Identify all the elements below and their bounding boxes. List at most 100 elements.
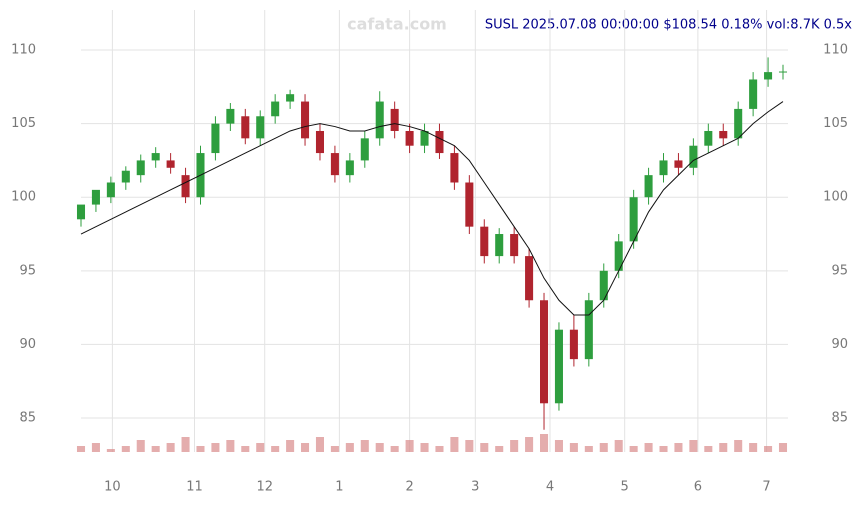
volume-bar [480,443,489,452]
volume-bar [584,446,593,452]
y-tick-label: 105 [823,116,848,131]
volume-bar [405,440,414,452]
candle-body [689,145,698,168]
candle-body [136,160,145,176]
candle-body [539,300,549,404]
candle-body [91,189,100,205]
volume-bar [689,440,698,452]
y-tick-label: 100 [823,190,848,205]
x-tick-label: 10 [104,480,121,495]
x-tick-label: 3 [471,480,479,495]
candle-body [674,160,683,168]
y-tick-label: 85 [831,411,848,426]
volume-bar [539,434,549,452]
volume-bar [330,446,339,452]
candle-body [614,241,623,271]
volume-bar [764,446,773,452]
candle-body [301,101,310,139]
candle-body [525,256,534,301]
volume-bar [390,446,399,452]
candle-body [375,101,384,139]
y-tick-label: 105 [11,116,36,131]
volume-bar [76,446,86,452]
candle-body [345,160,354,176]
candle-body [734,108,743,139]
y-tick-label: 90 [19,337,36,352]
candle-body [599,270,608,301]
volume-bar [778,443,788,452]
moving-average [80,101,784,316]
volume-bar [420,443,429,452]
volume-bar [659,446,668,452]
candle-body [181,175,190,198]
watermark: cafata.com [347,15,447,34]
candle-body [315,130,325,154]
candle-body [749,79,758,109]
chart-title: SUSL 2025.07.08 00:00:00 $108.54 0.18% v… [485,18,852,33]
x-tick-label: 11 [186,480,203,495]
candle-body [554,329,563,404]
candle-body [644,175,653,198]
x-tick-label: 12 [256,480,273,495]
candle-body [226,108,235,124]
volume-bar [375,443,384,452]
volume-bar [286,440,295,452]
volume-bar [629,446,638,452]
candle-body [435,130,444,154]
candle-body [719,130,728,139]
volume-bar [510,440,519,452]
volume-bar [196,446,205,452]
volume-bar [151,446,160,452]
x-tick-label: 5 [621,480,629,495]
volume-bar [495,446,504,452]
candle-body [211,123,220,154]
volume-bar [360,440,369,452]
volume-bar [569,443,578,452]
volume-bar [121,446,130,452]
candle-body [106,182,115,198]
candle-body [584,300,593,360]
y-tick-label: 100 [11,190,36,205]
candle-body [360,138,369,161]
candle-body [271,101,280,117]
candle-body [465,182,474,227]
volume-bar [315,437,325,452]
y-tick-label: 95 [831,263,848,278]
candle-body [480,226,489,257]
candle-body [121,170,130,183]
volume-bar [136,440,145,452]
candle-body [450,153,459,183]
volume-bar [599,443,608,452]
volume-bar [256,443,265,452]
x-tick-label: 1 [335,480,343,495]
volume-bar [734,440,743,452]
y-tick-label: 95 [19,263,36,278]
candle-body [495,234,504,257]
y-tick-label: 110 [11,43,36,58]
candle-body [569,329,578,360]
volume-bar [704,446,713,452]
candle-body [704,130,713,146]
x-tick-label: 6 [694,480,702,495]
candle-body [420,130,429,146]
volume-bar [91,443,100,452]
volume-bar [525,437,534,452]
candle-body [629,197,638,242]
volume-bar [271,446,280,452]
candle-body [166,160,175,168]
y-tick-label: 110 [823,43,848,58]
volume-bar [345,443,354,452]
candle-body [286,94,295,102]
candle-body [659,160,668,176]
volume-bar [719,443,728,452]
candle-body [330,153,339,176]
candle-body [390,108,399,131]
volume-bar [211,443,220,452]
volume-bar [226,440,235,452]
volume-bar [614,440,623,452]
candle-body [76,204,86,220]
volume-bar [450,437,459,452]
y-tick-label: 90 [831,337,848,352]
x-tick-label: 7 [762,480,770,495]
